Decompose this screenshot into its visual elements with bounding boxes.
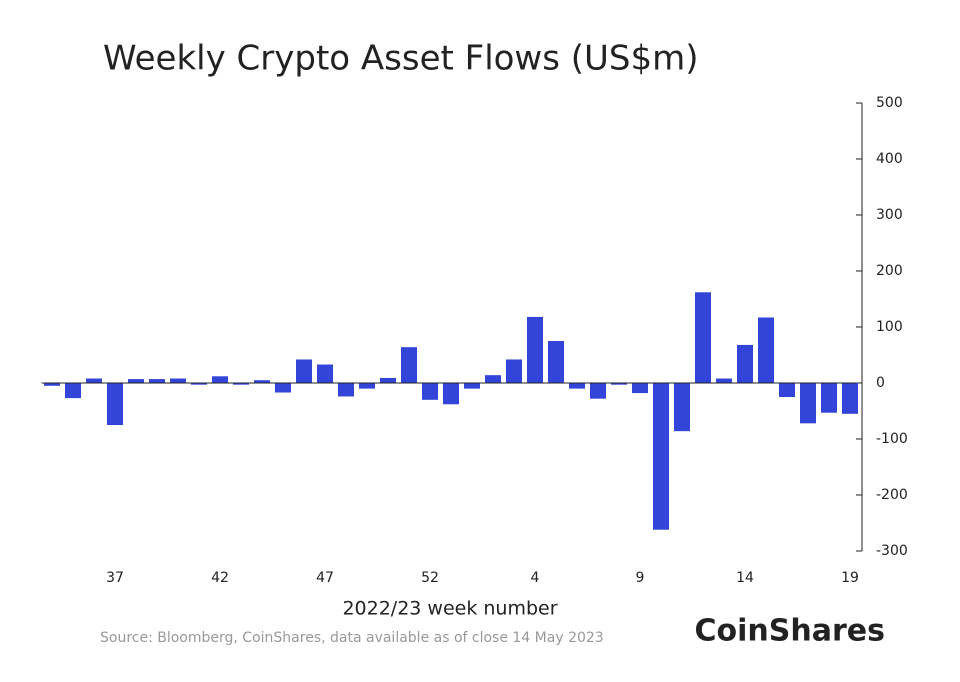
bar [632, 383, 648, 394]
bar [842, 383, 858, 414]
y-tick-label: 500 [876, 95, 903, 111]
y-tick-label: -100 [876, 431, 908, 447]
bar [317, 364, 333, 383]
bar [65, 383, 81, 399]
y-tick-label: -300 [876, 543, 908, 559]
chart-title: Weekly Crypto Asset Flows (US$m) [103, 39, 699, 79]
bar [233, 383, 249, 385]
x-tick-label: 14 [736, 570, 754, 586]
x-axis-label: 2022/23 week number [342, 598, 557, 620]
bar [821, 383, 837, 413]
bar [422, 383, 438, 400]
bar [128, 379, 144, 383]
y-tick-label: 200 [876, 263, 903, 279]
y-tick-label: 0 [876, 375, 885, 391]
bar [674, 383, 690, 432]
bar [590, 383, 606, 399]
x-tick-label: 47 [316, 570, 334, 586]
bar [800, 383, 816, 424]
bar [527, 316, 543, 383]
bar [779, 383, 795, 397]
x-tick-label: 52 [421, 570, 439, 586]
x-tick-label: 4 [531, 570, 540, 586]
bar [212, 376, 228, 383]
bar [695, 292, 711, 383]
bar [170, 378, 186, 383]
bar [569, 383, 585, 389]
y-tick-label: 100 [876, 319, 903, 335]
x-tick-label: 42 [211, 570, 229, 586]
bar [296, 359, 312, 383]
brand-logo: CoinShares [695, 614, 885, 649]
bar [653, 383, 669, 530]
bar [443, 383, 459, 405]
bar [275, 383, 291, 393]
bar [149, 379, 165, 383]
bar [485, 375, 501, 383]
bar [191, 383, 207, 385]
bar [758, 317, 774, 383]
bar [338, 383, 354, 397]
x-tick-label: 9 [636, 570, 645, 586]
x-tick-label: 37 [106, 570, 124, 586]
bar [86, 378, 102, 383]
bar [611, 383, 627, 385]
y-tick-label: 300 [876, 207, 903, 223]
bar [254, 380, 270, 383]
y-tick-label: 400 [876, 151, 903, 167]
bar [359, 383, 375, 389]
x-tick-label: 19 [841, 570, 859, 586]
bar [401, 347, 417, 383]
bar [464, 383, 480, 389]
y-tick-label: -200 [876, 487, 908, 503]
bar [380, 377, 396, 383]
source-note: Source: Bloomberg, CoinShares, data avai… [100, 630, 604, 646]
bar [506, 359, 522, 383]
bar [716, 378, 732, 383]
bar [107, 383, 123, 425]
bar [548, 341, 564, 383]
bar [44, 383, 60, 386]
bar [737, 344, 753, 383]
